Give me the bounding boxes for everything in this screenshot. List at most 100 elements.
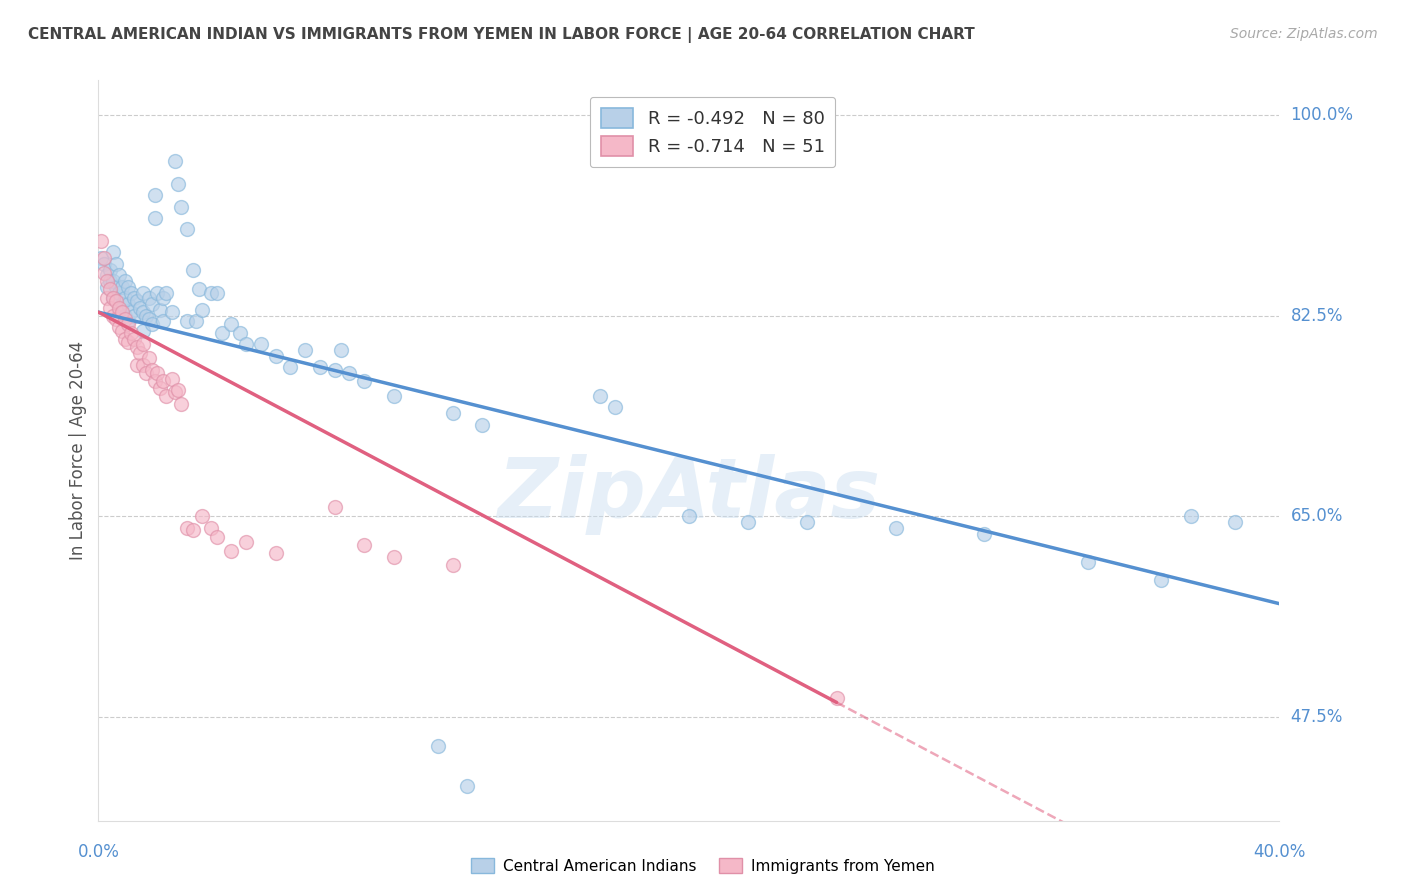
Point [884,521,907,535]
Point [441,558,464,572]
Point [98,262,121,277]
Point [191,302,214,317]
Point [235,534,257,549]
Point [105,257,128,271]
Point [155,285,177,300]
Point [122,291,145,305]
Point [111,297,134,311]
Point [382,549,405,564]
Point [229,326,252,340]
Point [98,301,121,315]
Point [103,291,125,305]
Point [105,293,128,308]
Point [250,337,273,351]
Point [117,334,139,349]
Point [427,739,450,753]
Point [120,305,142,319]
Point [170,397,193,411]
Point [117,297,139,311]
Point [1150,573,1173,587]
Point [323,362,346,376]
Point [132,324,155,338]
Point [1180,509,1202,524]
Point [114,274,136,288]
Point [353,538,375,552]
Point [108,301,131,315]
Point [143,188,166,202]
Point [181,262,204,277]
Point [120,285,142,300]
Point [103,291,125,305]
Point [98,282,121,296]
Point [141,362,163,376]
Point [105,280,128,294]
Point [117,317,139,331]
Point [235,337,257,351]
Point [152,291,174,305]
Point [382,389,405,403]
Y-axis label: In Labor Force | Age 20-64: In Labor Force | Age 20-64 [69,341,87,560]
Text: CENTRAL AMERICAN INDIAN VS IMMIGRANTS FROM YEMEN IN LABOR FORCE | AGE 20-64 CORR: CENTRAL AMERICAN INDIAN VS IMMIGRANTS FR… [28,27,974,43]
Point [165,153,187,168]
Point [973,526,995,541]
Point [165,385,187,400]
Point [132,285,155,300]
Point [221,544,243,558]
Point [200,285,222,300]
Point [98,274,121,288]
Point [796,515,818,529]
Point [108,268,131,283]
Point [264,546,287,560]
Point [149,302,172,317]
Point [176,521,198,535]
Point [135,309,157,323]
Point [96,291,118,305]
Point [170,200,193,214]
Point [152,374,174,388]
Point [93,257,115,271]
Point [96,268,118,283]
Point [122,309,145,323]
Text: 40.0%: 40.0% [1253,843,1306,861]
Point [280,360,302,375]
Text: Source: ZipAtlas.com: Source: ZipAtlas.com [1230,27,1378,41]
Point [184,314,207,328]
Point [138,312,160,326]
Point [90,251,112,265]
Point [114,291,136,305]
Point [141,297,163,311]
Point [162,305,183,319]
Point [211,326,233,340]
Point [605,401,627,415]
Point [294,343,316,357]
Point [138,291,160,305]
Point [108,320,131,334]
Point [149,381,172,395]
Point [111,280,134,294]
Point [125,293,148,308]
Point [114,332,136,346]
Point [191,509,214,524]
Point [589,389,612,403]
Point [103,245,125,260]
Point [187,282,209,296]
Point [143,374,166,388]
Point [96,280,118,294]
Point [441,406,464,420]
Point [108,285,131,300]
Point [329,343,352,357]
Point [339,366,361,380]
Point [128,301,150,315]
Text: 82.5%: 82.5% [1291,307,1343,325]
Point [176,222,198,236]
Point [1225,515,1247,529]
Text: 65.0%: 65.0% [1291,508,1343,525]
Point [155,389,177,403]
Point [132,358,155,372]
Point [132,305,155,319]
Point [135,366,157,380]
Point [105,312,128,326]
Point [737,515,759,529]
Point [353,374,375,388]
Point [125,340,148,354]
